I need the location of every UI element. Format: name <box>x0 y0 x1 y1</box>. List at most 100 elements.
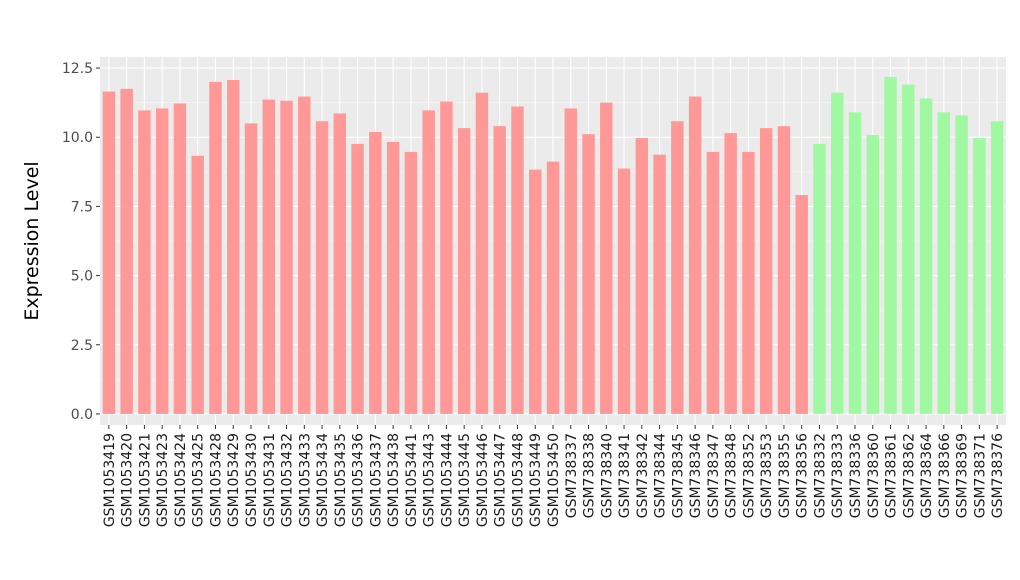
x-tick-label: GSM738352 <box>741 433 757 518</box>
bar <box>653 154 666 414</box>
x-tick-label: GSM1053450 <box>546 433 562 527</box>
y-tick-label: 5.0 <box>71 269 93 285</box>
x-tick-label: GSM1053441 <box>404 433 420 527</box>
x-tick-label: GSM738333 <box>830 433 846 518</box>
x-tick-label: GSM1053425 <box>191 433 207 527</box>
x-tick-label: GSM738369 <box>955 433 971 518</box>
bar <box>529 169 542 414</box>
bar <box>457 128 471 414</box>
bar <box>635 138 649 414</box>
x-tick-label: GSM738361 <box>884 433 900 518</box>
bar <box>902 84 915 414</box>
x-tick-label: GSM1053420 <box>120 433 136 527</box>
bar <box>919 98 933 414</box>
bar <box>759 128 773 414</box>
bar <box>884 76 897 414</box>
x-tick-label: GSM738376 <box>990 433 1006 518</box>
x-tick-label: GSM1053436 <box>351 433 367 527</box>
x-tick-label: GSM738366 <box>937 433 953 518</box>
bar <box>298 96 311 414</box>
bar <box>990 121 1004 414</box>
bar <box>369 131 382 414</box>
x-tick-label: GSM1053435 <box>333 433 349 527</box>
y-tick-label: 2.5 <box>71 338 93 354</box>
bar <box>244 123 258 414</box>
x-tick-label: GSM738348 <box>724 433 740 518</box>
x-tick-label: GSM1053431 <box>262 433 278 527</box>
bar <box>155 108 169 414</box>
bar <box>440 101 453 414</box>
x-tick-label: GSM738337 <box>564 433 580 518</box>
bar <box>493 126 506 414</box>
x-tick-label: GSM1053423 <box>155 433 171 527</box>
x-tick-label: GSM738355 <box>777 433 793 518</box>
x-tick-label: GSM738340 <box>599 433 615 518</box>
bar <box>813 143 826 414</box>
x-tick-label: GSM1053432 <box>280 433 296 527</box>
x-tick-label: GSM738356 <box>795 433 811 518</box>
bar <box>848 112 862 414</box>
bar <box>564 108 577 414</box>
bar <box>102 91 116 414</box>
bar <box>511 106 524 414</box>
x-tick-label: GSM738371 <box>972 433 988 518</box>
x-tick-label: GSM738364 <box>919 433 935 518</box>
x-tick-label: GSM738342 <box>635 433 651 518</box>
bar <box>777 126 791 414</box>
x-tick-label: GSM1053429 <box>226 433 242 527</box>
x-tick-label: GSM1053430 <box>244 433 260 527</box>
bar <box>724 133 737 414</box>
bar <box>973 138 986 414</box>
bar <box>937 112 951 414</box>
x-tick-label: GSM1053433 <box>297 433 313 527</box>
x-tick-label: GSM738360 <box>866 433 882 518</box>
bar <box>227 79 240 414</box>
y-tick-label: 10.0 <box>62 130 93 146</box>
x-tick-label: GSM1053437 <box>368 433 384 527</box>
x-tick-label: GSM738345 <box>670 433 686 518</box>
bar <box>582 134 595 414</box>
x-tick-label: GSM738344 <box>653 433 669 518</box>
x-tick-label: GSM1053421 <box>137 433 153 527</box>
bar <box>333 113 347 414</box>
bar <box>600 102 613 414</box>
bar <box>795 195 808 414</box>
y-tick-label: 12.5 <box>62 61 93 77</box>
bar <box>138 110 151 414</box>
x-tick-label: GSM1053449 <box>528 433 544 527</box>
x-tick-label: GSM738347 <box>706 433 722 518</box>
bar <box>315 121 329 414</box>
x-tick-label: GSM738336 <box>848 433 864 518</box>
bar <box>688 96 702 414</box>
bar <box>955 115 968 414</box>
x-tick-label: GSM1053445 <box>457 433 473 527</box>
bar <box>866 135 879 414</box>
bar <box>120 88 133 414</box>
x-tick-label: GSM1053428 <box>208 433 224 527</box>
bar <box>742 151 755 414</box>
bar <box>173 103 187 414</box>
bar <box>422 110 435 414</box>
bar <box>546 161 560 414</box>
x-tick-label: GSM1053444 <box>439 433 455 527</box>
bar <box>191 155 204 414</box>
x-tick-label: GSM1053434 <box>315 433 331 527</box>
x-tick-label: GSM738332 <box>812 433 828 518</box>
x-tick-label: GSM1053424 <box>173 433 189 527</box>
x-tick-label: GSM738362 <box>901 433 917 518</box>
bar <box>706 151 720 414</box>
x-tick-label: GSM1053448 <box>510 433 526 527</box>
bar <box>831 92 844 414</box>
bar <box>617 168 631 414</box>
y-tick-label: 7.5 <box>71 199 93 215</box>
bar <box>404 151 418 414</box>
x-tick-label: GSM1053443 <box>422 433 438 527</box>
bar <box>386 141 400 414</box>
bar <box>671 121 684 414</box>
bar <box>351 143 364 414</box>
x-tick-label: GSM1053419 <box>102 433 118 527</box>
y-axis-label: Expression Level <box>21 161 43 320</box>
x-tick-label: GSM738346 <box>688 433 704 518</box>
bar <box>209 81 222 414</box>
